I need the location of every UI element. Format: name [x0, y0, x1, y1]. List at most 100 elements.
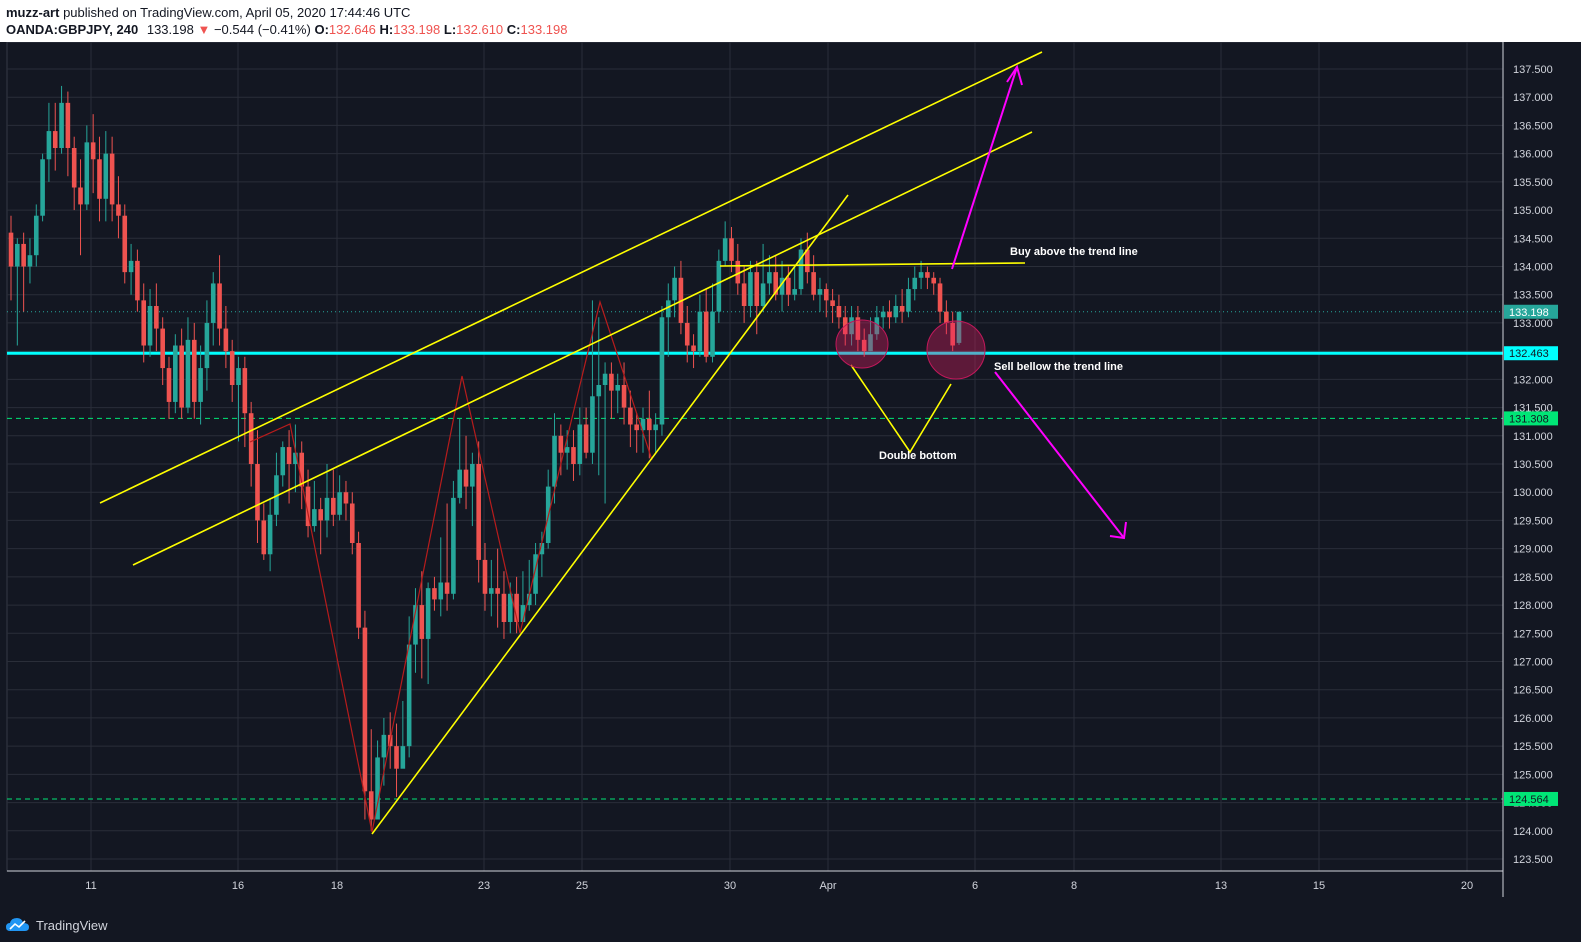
- buy-arrow[interactable]: [951, 66, 1018, 270]
- candle[interactable]: [312, 480, 317, 532]
- candle[interactable]: [261, 503, 267, 560]
- candle[interactable]: [741, 266, 747, 323]
- candle[interactable]: [893, 294, 899, 323]
- candle[interactable]: [90, 114, 96, 194]
- candle[interactable]: [248, 401, 254, 487]
- zigzag-pattern[interactable]: [249, 299, 653, 833]
- candle[interactable]: [925, 266, 930, 290]
- candle[interactable]: [779, 260, 785, 312]
- candle[interactable]: [583, 407, 589, 459]
- candle[interactable]: [286, 430, 292, 504]
- candle[interactable]: [533, 543, 538, 606]
- candle[interactable]: [362, 610, 368, 820]
- candle[interactable]: [887, 300, 892, 329]
- candle[interactable]: [97, 136, 102, 222]
- candle[interactable]: [811, 255, 816, 301]
- candle[interactable]: [185, 317, 191, 414]
- candle[interactable]: [356, 531, 361, 639]
- bottom-circle-right[interactable]: [926, 320, 986, 380]
- candle[interactable]: [368, 729, 374, 831]
- candle[interactable]: [46, 102, 52, 182]
- candle[interactable]: [514, 576, 519, 634]
- candle[interactable]: [634, 413, 639, 453]
- candle[interactable]: [489, 559, 494, 617]
- candle[interactable]: [27, 238, 33, 284]
- candle[interactable]: [78, 159, 83, 256]
- buy-note[interactable]: Buy above the trend line: [1010, 246, 1138, 258]
- candle[interactable]: [918, 260, 924, 290]
- candle[interactable]: [198, 345, 203, 425]
- trendline-neckline[interactable]: [719, 262, 1026, 267]
- candle[interactable]: [899, 289, 905, 323]
- candle[interactable]: [191, 322, 197, 419]
- candle[interactable]: [15, 238, 20, 346]
- candle[interactable]: [84, 125, 90, 211]
- candle[interactable]: [52, 102, 58, 171]
- candle[interactable]: [640, 407, 646, 453]
- candle[interactable]: [242, 356, 248, 448]
- candle[interactable]: [716, 249, 722, 323]
- candle[interactable]: [223, 306, 229, 369]
- candle[interactable]: [906, 277, 911, 318]
- candle[interactable]: [931, 272, 937, 295]
- candle[interactable]: [729, 227, 734, 273]
- candle[interactable]: [33, 204, 39, 267]
- candle[interactable]: [324, 464, 330, 538]
- candle[interactable]: [596, 317, 602, 476]
- candle[interactable]: [501, 571, 507, 639]
- candle[interactable]: [331, 469, 336, 527]
- candle[interactable]: [400, 701, 406, 769]
- candle[interactable]: [425, 582, 431, 685]
- candle[interactable]: [956, 311, 962, 345]
- footer-logo[interactable]: TradingView: [6, 917, 108, 933]
- candle[interactable]: [735, 243, 741, 295]
- candle[interactable]: [293, 424, 298, 493]
- candle[interactable]: [710, 283, 715, 363]
- candle[interactable]: [444, 503, 450, 611]
- candle[interactable]: [861, 328, 867, 357]
- candle[interactable]: [236, 356, 241, 442]
- candle[interactable]: [65, 91, 71, 177]
- candle[interactable]: [413, 588, 418, 673]
- candle[interactable]: [109, 136, 115, 222]
- candle[interactable]: [659, 306, 665, 436]
- candle[interactable]: [697, 294, 703, 357]
- double-bottom-note[interactable]: Double bottom: [879, 450, 957, 462]
- candle[interactable]: [394, 723, 399, 797]
- trendline-lower-channel[interactable]: [132, 131, 1033, 566]
- candle[interactable]: [684, 306, 690, 363]
- candle[interactable]: [21, 232, 26, 312]
- candle[interactable]: [128, 243, 134, 295]
- candle[interactable]: [823, 283, 829, 318]
- candle[interactable]: [495, 548, 500, 628]
- candle[interactable]: [912, 266, 918, 301]
- sell-arrow[interactable]: [994, 371, 1125, 539]
- candle[interactable]: [173, 334, 178, 414]
- bottom-circle-left[interactable]: [835, 319, 889, 369]
- double-bottom-shape[interactable]: [850, 364, 952, 454]
- candle[interactable]: [349, 492, 355, 555]
- candle[interactable]: [299, 441, 305, 510]
- candle[interactable]: [476, 441, 481, 583]
- candle[interactable]: [703, 289, 709, 363]
- candle[interactable]: [71, 136, 77, 211]
- candle[interactable]: [482, 543, 488, 611]
- candle[interactable]: [874, 306, 880, 340]
- candle[interactable]: [836, 294, 842, 329]
- candle[interactable]: [432, 576, 437, 611]
- candle[interactable]: [141, 283, 147, 363]
- candle[interactable]: [792, 266, 797, 301]
- chart-area[interactable]: Buy above the trend line Sell bellow the…: [0, 42, 1581, 942]
- candle[interactable]: [767, 255, 772, 295]
- candle[interactable]: [406, 616, 412, 758]
- candlestick-chart[interactable]: Buy above the trend line Sell bellow the…: [0, 42, 1581, 942]
- candle[interactable]: [615, 373, 621, 414]
- candle[interactable]: [318, 497, 323, 555]
- candle[interactable]: [337, 475, 342, 521]
- trendline-ascending-support[interactable]: [371, 194, 849, 835]
- candle[interactable]: [160, 317, 165, 385]
- candle[interactable]: [103, 131, 109, 222]
- candle[interactable]: [147, 289, 153, 357]
- symbol-name[interactable]: OANDA:GBPJPY, 240: [6, 22, 139, 37]
- candle[interactable]: [343, 480, 349, 521]
